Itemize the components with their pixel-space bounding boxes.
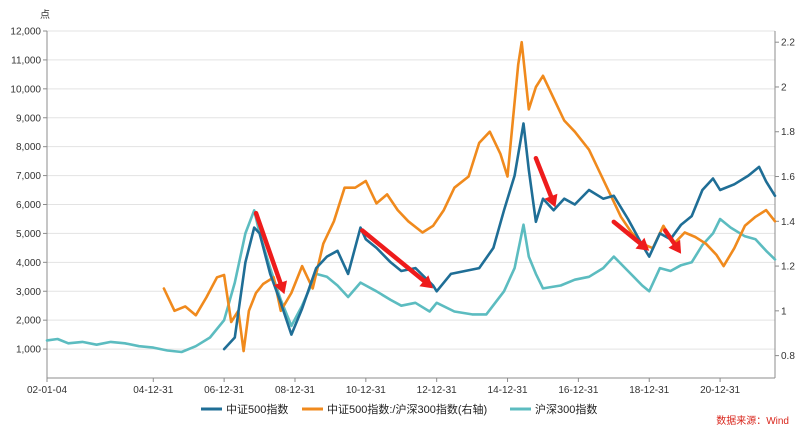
right-tick-label: 1 — [781, 306, 787, 317]
annotation-arrow-head — [419, 275, 434, 289]
legend: 中证500指数 中证500指数:/沪深300指数(右轴) 沪深300指数 — [201, 402, 597, 416]
left-axis-ticks: 1,000 2,000 3,000 4,000 5,000 6,000 7,000 8,000… — [10, 27, 47, 356]
right-tick-label: 1.4 — [781, 217, 795, 228]
legend-label-csi500: 中证500指数 — [226, 402, 288, 416]
series-line-2 — [45, 209, 777, 354]
annotation-arrow-head — [544, 193, 558, 208]
right-tick-label: 1.6 — [781, 172, 795, 183]
annotation-arrow-head — [273, 280, 287, 295]
right-tick-label: 1.8 — [781, 127, 795, 138]
left-tick-label: 2,000 — [16, 316, 41, 327]
left-tick-label: 4,000 — [16, 258, 41, 269]
grid-lines — [47, 30, 775, 350]
left-tick-label: 10,000 — [10, 84, 41, 95]
x-tick-label: 12-12-31 — [417, 385, 457, 396]
x-tick-label: 06-12-31 — [204, 385, 244, 396]
legend-label-csi300: 沪深300指数 — [535, 402, 597, 416]
legend-label-ratio: 中证500指数:/沪深300指数(右轴) — [327, 402, 487, 416]
x-tick-label: 16-12-31 — [558, 385, 598, 396]
x-tick-label: 02-01-04 — [27, 385, 67, 396]
left-tick-label: 5,000 — [16, 229, 41, 240]
left-tick-label: 3,000 — [16, 287, 41, 298]
series-line-0 — [222, 122, 777, 351]
right-tick-label: 0.8 — [781, 351, 795, 362]
source-note: 数据来源：Wind — [716, 414, 789, 427]
annotation-arrow-shaft — [662, 228, 677, 247]
x-axis-ticks: 02-01-04 04-12-31 06-12-31 08-12-31 10-12-31… — [27, 378, 741, 396]
y-unit-label: 点 — [40, 9, 50, 21]
left-tick-label: 1,000 — [16, 345, 41, 356]
left-tick-label: 9,000 — [16, 113, 41, 124]
x-tick-label: 14-12-31 — [488, 385, 528, 396]
annotation-arrow-head — [668, 239, 682, 254]
annotation-arrow-shaft — [253, 210, 283, 286]
left-tick-label: 12,000 — [10, 27, 41, 38]
annotation-arrow-head — [635, 237, 650, 251]
annotation-arrows — [253, 155, 682, 295]
annotation-arrow-shaft — [533, 155, 554, 199]
right-tick-label: 2 — [781, 82, 787, 93]
x-tick-label: 18-12-31 — [629, 385, 669, 396]
left-tick-label: 7,000 — [16, 171, 41, 182]
x-tick-label: 08-12-31 — [275, 385, 315, 396]
left-tick-label: 6,000 — [16, 200, 41, 211]
right-axis-ticks: 0.8 1 1.2 1.4 1.6 1.8 2 2.2 — [775, 38, 795, 362]
x-tick-label: 20-12-31 — [700, 385, 740, 396]
right-tick-label: 2.2 — [781, 38, 795, 49]
annotation-arrow-shaft — [611, 219, 643, 246]
left-tick-label: 8,000 — [16, 142, 41, 153]
annotation-arrow-shaft — [360, 228, 427, 284]
right-tick-label: 1.2 — [781, 262, 795, 273]
x-tick-label: 04-12-31 — [133, 385, 173, 396]
left-tick-label: 11,000 — [11, 55, 41, 66]
x-tick-label: 10-12-31 — [346, 385, 386, 396]
